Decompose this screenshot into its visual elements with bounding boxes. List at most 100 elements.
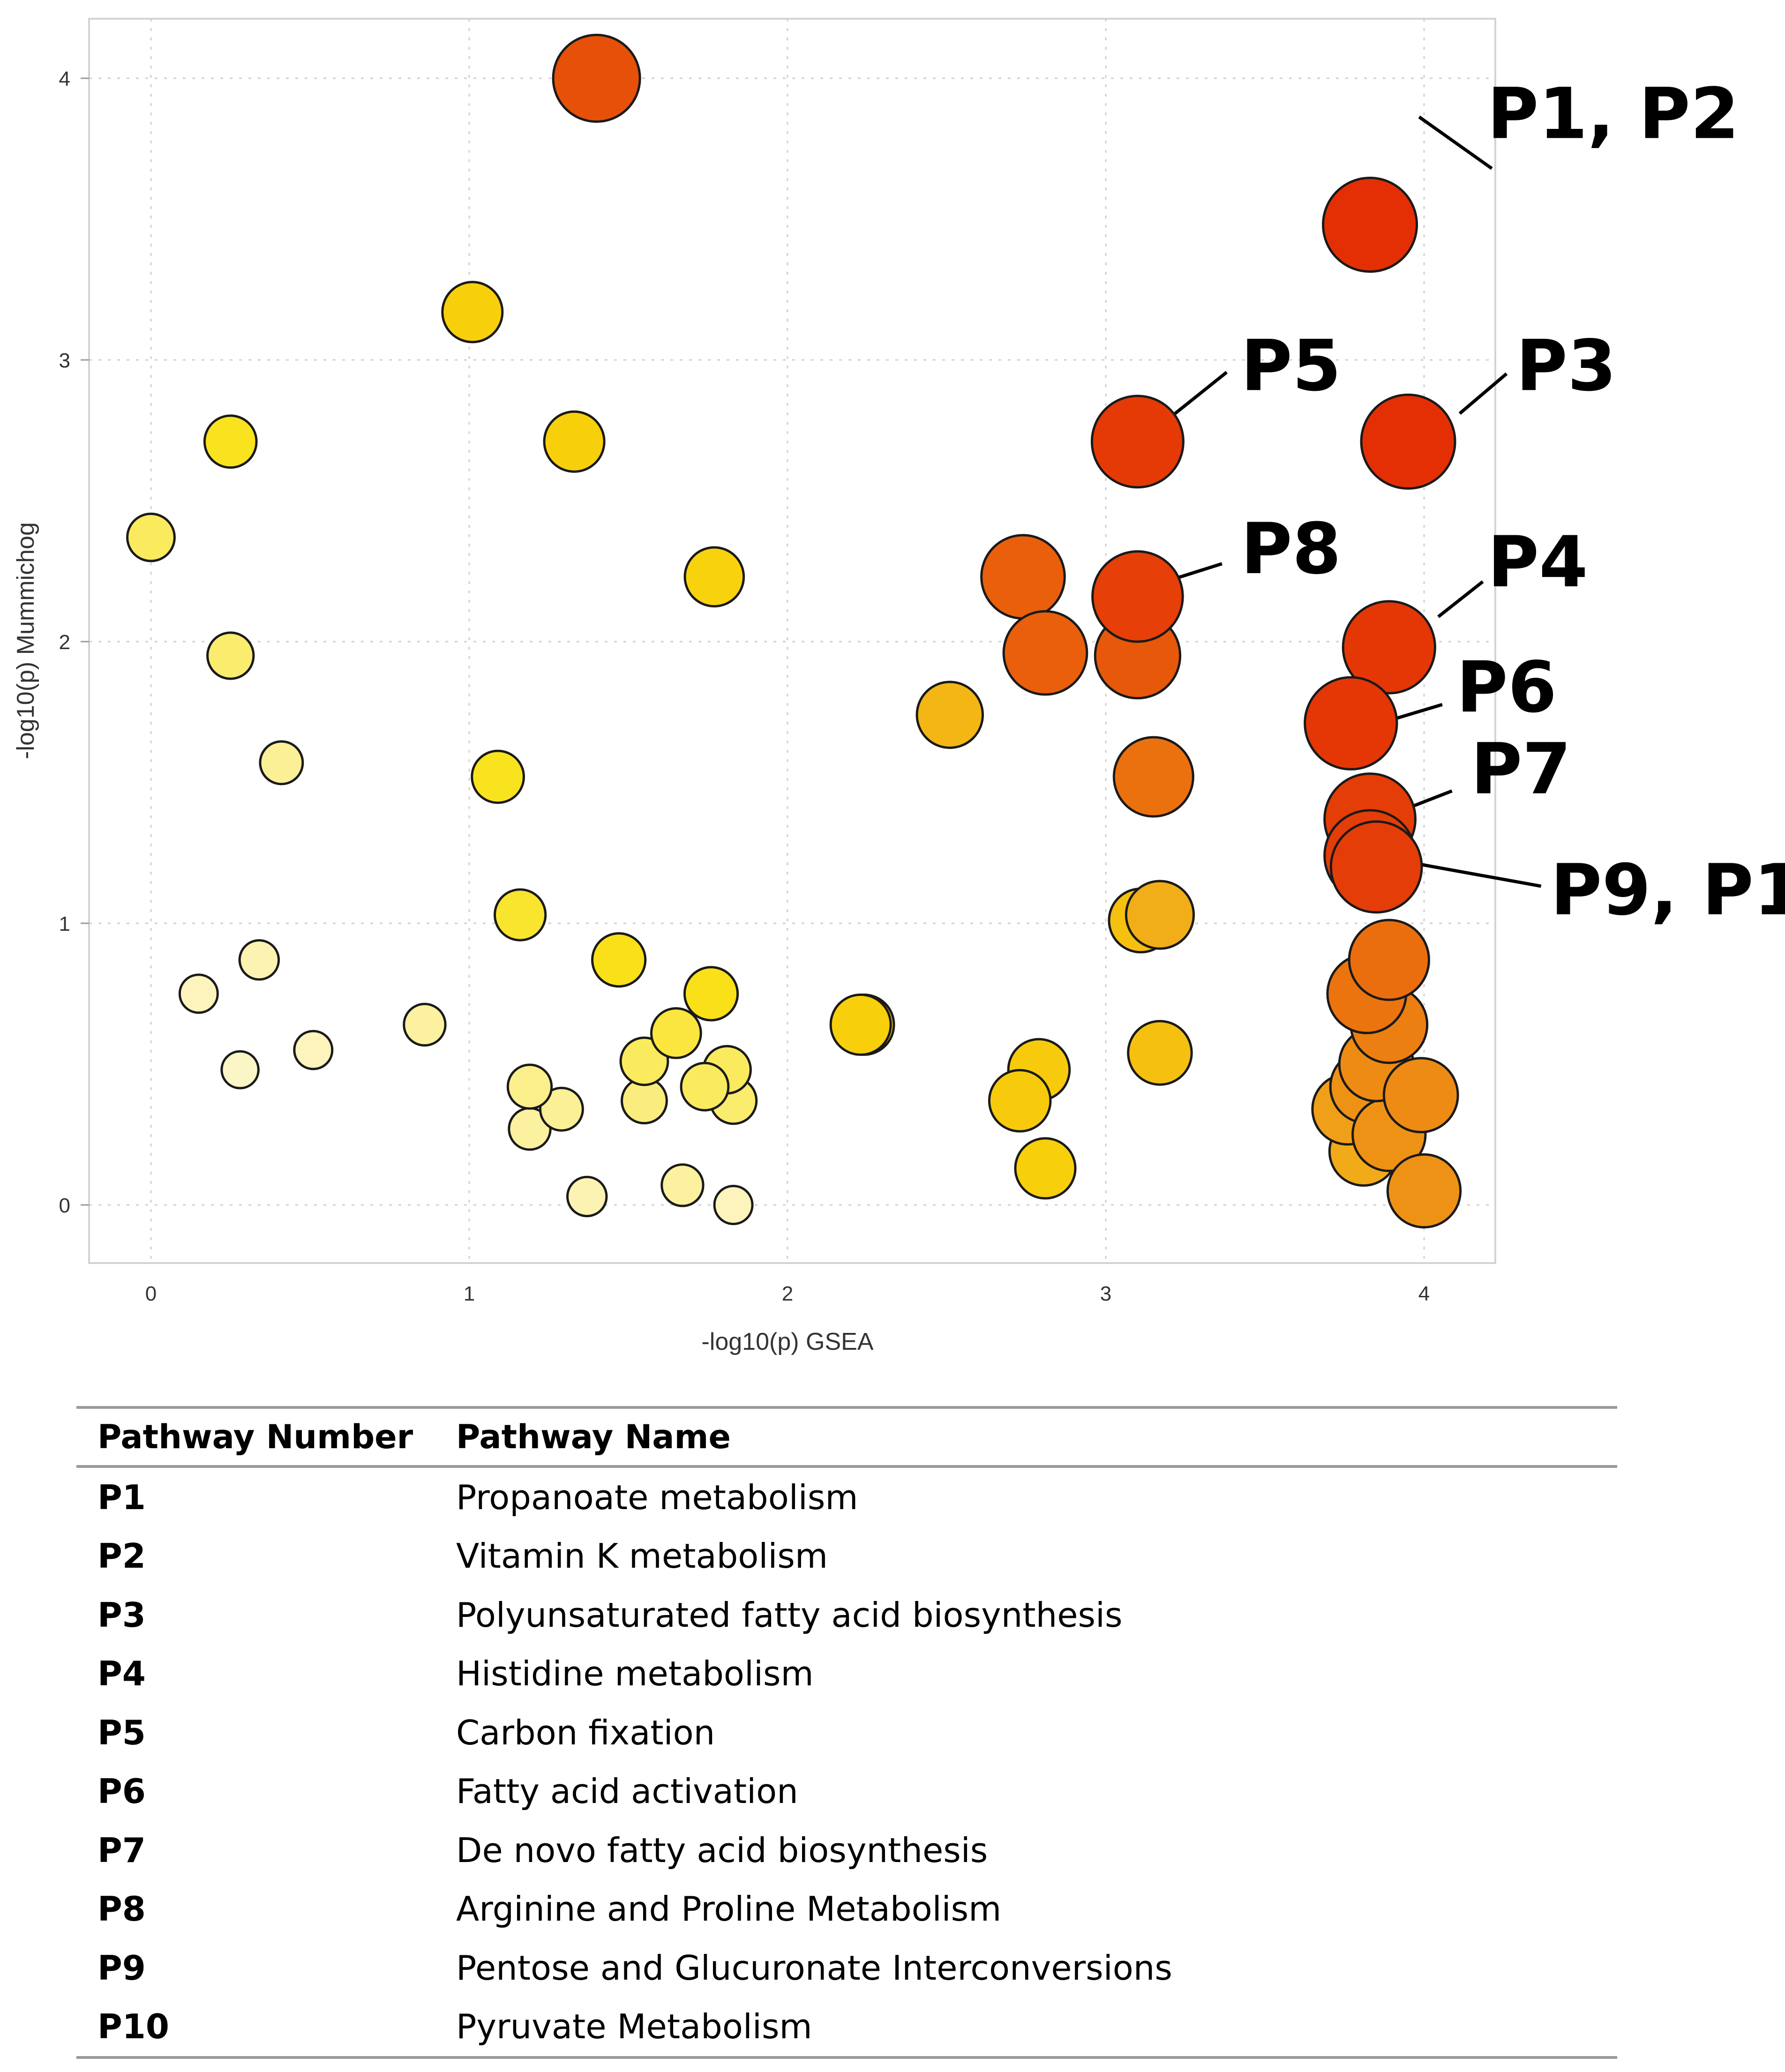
y-tick-label: 0 <box>59 1194 70 1217</box>
pathway-number-cell: P4 <box>98 1654 146 1694</box>
callout-leader-lines <box>1174 115 1542 888</box>
pathway-name-cell: Propanoate metabolism <box>456 1477 858 1517</box>
table-header-row: Pathway Number Pathway Name <box>76 1409 1617 1465</box>
data-point <box>713 1185 754 1225</box>
table-row: P5 Carbon fixation <box>76 1703 1617 1762</box>
callout-leader-line <box>1174 371 1228 415</box>
table-bottom-rule <box>76 2056 1617 2059</box>
axis-ticks: 0 1 2 3 4 0 1 2 3 4 <box>59 67 1430 1305</box>
data-point-p6 <box>1304 676 1398 770</box>
x-axis-title: -log10(p) GSEA <box>701 1328 873 1355</box>
data-point <box>220 1050 260 1090</box>
callout-leader-line <box>1437 580 1484 618</box>
table-top-rule <box>76 1406 1617 1409</box>
header-pathway-number: Pathway Number <box>98 1418 413 1456</box>
data-point <box>1348 919 1430 1001</box>
pathway-name-cell: Carbon fixation <box>456 1713 715 1752</box>
pathway-name-cell: Polyunsaturated fatty acid biosynthesis <box>456 1595 1123 1635</box>
data-point <box>1386 1153 1462 1229</box>
data-point <box>660 1163 705 1207</box>
y-tick-label: 3 <box>59 349 70 372</box>
data-point <box>178 973 219 1014</box>
table-row: P7 De novo fatty acid biosynthesis <box>76 1821 1617 1880</box>
data-point-p4 <box>1342 600 1436 695</box>
callout-leader-line <box>1177 562 1222 580</box>
callout-label: P8 <box>1241 509 1341 590</box>
callout-label: P3 <box>1516 325 1616 407</box>
pathway-number-cell: P7 <box>98 1830 146 1870</box>
data-point <box>259 740 304 785</box>
data-point <box>494 888 547 942</box>
pathway-number-cell: P2 <box>98 1536 146 1576</box>
table-row: P4 Histidine metabolism <box>76 1645 1617 1704</box>
data-point <box>293 1030 334 1070</box>
data-point <box>552 33 641 123</box>
data-point-p5 <box>1090 395 1185 489</box>
table-header-rule <box>76 1465 1617 1468</box>
data-point <box>206 631 255 680</box>
table-body: P1 Propanoate metabolism P2 Vitamin K metab… <box>76 1468 1617 2056</box>
data-point <box>591 932 647 988</box>
callout-label: P1, P2 <box>1487 74 1740 155</box>
y-tick-label: 1 <box>59 913 70 935</box>
data-point <box>988 1069 1052 1133</box>
data-point <box>441 281 504 344</box>
pathway-number-cell: P1 <box>98 1477 146 1517</box>
pathway-name-cell: Arginine and Proline Metabolism <box>456 1889 1002 1929</box>
pathway-number-cell: P6 <box>98 1772 146 1811</box>
data-point <box>1127 1020 1193 1086</box>
data-point <box>1002 610 1088 696</box>
x-tick-label: 0 <box>145 1282 157 1305</box>
data-point <box>203 414 258 469</box>
grid-lines <box>81 19 1495 1263</box>
data-point <box>650 1007 702 1059</box>
pathway-name-cell: Vitamin K metabolism <box>456 1536 828 1576</box>
y-tick-label: 4 <box>59 67 70 90</box>
data-point <box>1125 880 1195 950</box>
callout-leader-line <box>1409 789 1453 809</box>
data-point <box>566 1175 608 1218</box>
data-points <box>126 33 1462 1229</box>
data-point-p8 <box>1091 550 1184 643</box>
data-point <box>915 681 984 749</box>
pathway-name-cell: Pentose and Glucuronate Interconversions <box>456 1948 1172 1988</box>
data-point <box>1382 1057 1459 1134</box>
y-axis-title: -log10(p) Mummichog <box>12 522 39 759</box>
data-point <box>680 1062 730 1112</box>
data-point <box>829 993 892 1056</box>
callout-label: P6 <box>1456 647 1557 728</box>
pathway-number-cell: P8 <box>98 1889 146 1929</box>
data-point-p3 <box>1360 393 1456 490</box>
header-pathway-name: Pathway Name <box>456 1418 731 1456</box>
data-point <box>403 1002 447 1047</box>
pathway-table: Pathway Number Pathway Name P1 Propanoate… <box>76 1406 1617 2059</box>
x-tick-label: 2 <box>782 1282 793 1305</box>
data-point <box>543 410 606 473</box>
data-point <box>238 939 280 981</box>
data-point <box>539 1086 584 1132</box>
callout-label: P7 <box>1471 729 1571 810</box>
table-row: P10 Pyruvate Metabolism <box>76 1997 1617 2057</box>
data-point <box>683 546 745 608</box>
callout-label: P4 <box>1487 522 1588 603</box>
data-point <box>126 512 176 562</box>
pathway-number-cell: P3 <box>98 1595 146 1635</box>
pathway-number-cell: P5 <box>98 1713 146 1752</box>
table-row: P3 Polyunsaturated fatty acid biosynthesi… <box>76 1586 1617 1645</box>
y-tick-label: 2 <box>59 631 70 654</box>
x-tick-label: 1 <box>464 1282 475 1305</box>
table-row: P8 Arginine and Proline Metabolism <box>76 1880 1617 1939</box>
table-row: P6 Fatty acid activation <box>76 1762 1617 1821</box>
data-point-p1, p2 <box>1322 177 1418 273</box>
callout-leader-line <box>1458 372 1508 415</box>
callout-label: P5 <box>1241 325 1341 407</box>
pathway-number-cell: P9 <box>98 1948 146 1988</box>
x-tick-label: 4 <box>1418 1282 1430 1305</box>
pathway-name-cell: Pyruvate Metabolism <box>456 2007 812 2047</box>
data-point <box>980 534 1066 620</box>
data-point-p10 <box>1329 820 1423 914</box>
x-tick-label: 3 <box>1100 1282 1111 1305</box>
data-point <box>471 749 525 804</box>
